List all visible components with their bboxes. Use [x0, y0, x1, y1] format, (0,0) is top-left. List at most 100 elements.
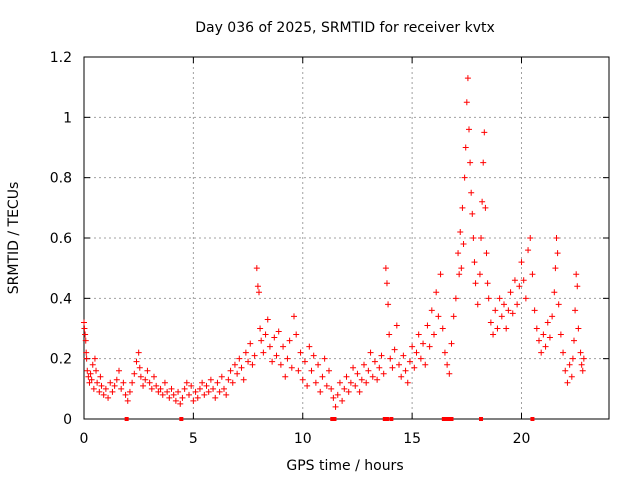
data-point [424, 322, 431, 329]
data-point [81, 319, 87, 326]
data-point [575, 325, 582, 332]
data-point [151, 373, 157, 380]
data-point [137, 373, 144, 380]
data-point [315, 361, 322, 368]
data-point [363, 379, 370, 386]
data-point [256, 289, 262, 296]
data-point [494, 325, 501, 332]
data-point [413, 349, 420, 356]
data-point [280, 343, 287, 350]
data-point [431, 331, 437, 338]
data-point [490, 331, 497, 338]
data-point [124, 397, 131, 404]
data-point [542, 343, 549, 350]
data-point [553, 235, 560, 241]
data-point [551, 289, 558, 296]
data-point [409, 343, 416, 350]
data-point [336, 379, 343, 386]
data-point [136, 364, 143, 371]
data-point [350, 364, 357, 371]
data-point [304, 382, 311, 389]
data-point [86, 379, 93, 386]
x-tick-labels: 0 5 10 15 20 [80, 431, 531, 447]
data-point [463, 99, 470, 106]
data-point [485, 295, 492, 302]
data-point [96, 388, 103, 395]
data-point [374, 376, 381, 383]
data-point [120, 379, 127, 386]
data-point [146, 379, 153, 386]
data-point [83, 349, 90, 356]
data-point [417, 355, 424, 362]
data-point [533, 325, 540, 332]
data-point [469, 210, 476, 217]
data-point [354, 370, 361, 377]
data-point [183, 379, 190, 386]
data-point [109, 388, 116, 395]
data-point [257, 325, 264, 332]
data-point [199, 379, 206, 386]
data-point [471, 259, 478, 266]
data-point [525, 247, 532, 254]
data-point [85, 373, 92, 380]
data-point [175, 388, 182, 395]
data-point [496, 295, 503, 302]
data-point [564, 379, 571, 386]
y-tick-label: 0 [63, 412, 72, 428]
data-point [291, 313, 297, 320]
data-point [295, 367, 302, 374]
zero-marker [384, 417, 389, 421]
data-point [326, 367, 332, 374]
data-point [190, 397, 197, 404]
data-point [554, 250, 561, 257]
data-point [468, 189, 475, 196]
x-tick-label: 20 [513, 431, 531, 447]
data-point [398, 373, 405, 380]
data-point [225, 376, 232, 383]
y-tick-label: 1 [63, 110, 72, 126]
data-point [460, 241, 467, 248]
data-point [511, 277, 518, 284]
data-point [323, 382, 330, 389]
data-point [444, 361, 451, 368]
data-point [518, 259, 525, 266]
data-point [142, 376, 149, 383]
data-point [207, 376, 214, 383]
data-point [457, 228, 464, 235]
data-point [383, 280, 390, 287]
y-tick-label: 0.2 [50, 352, 72, 368]
data-point [382, 265, 389, 272]
data-point [236, 355, 243, 362]
data-point [514, 301, 521, 308]
data-point [166, 394, 173, 401]
grid-lines [84, 57, 609, 419]
data-point [221, 385, 227, 392]
data-point [371, 358, 378, 365]
data-point [573, 271, 580, 278]
data-point [531, 307, 538, 314]
data-point [177, 400, 184, 407]
data-point [492, 307, 499, 314]
zero-marker [382, 417, 387, 421]
zero-marker [444, 417, 449, 421]
data-point [474, 301, 481, 308]
data-point [562, 367, 569, 374]
data-point [391, 346, 398, 353]
data-point [330, 394, 337, 401]
data-point [481, 129, 488, 136]
data-point [98, 382, 105, 389]
data-point [247, 340, 254, 347]
data-point [113, 376, 120, 383]
zero-marker [332, 417, 337, 421]
zero-marker [479, 417, 484, 421]
data-point [341, 385, 348, 392]
data-point [284, 355, 291, 362]
data-point [389, 364, 396, 371]
zero-marker [179, 417, 184, 421]
data-point [522, 295, 529, 302]
data-point [376, 364, 383, 371]
data-point [448, 340, 455, 347]
data-point [479, 198, 486, 205]
data-point [361, 361, 367, 368]
data-point [90, 385, 97, 392]
